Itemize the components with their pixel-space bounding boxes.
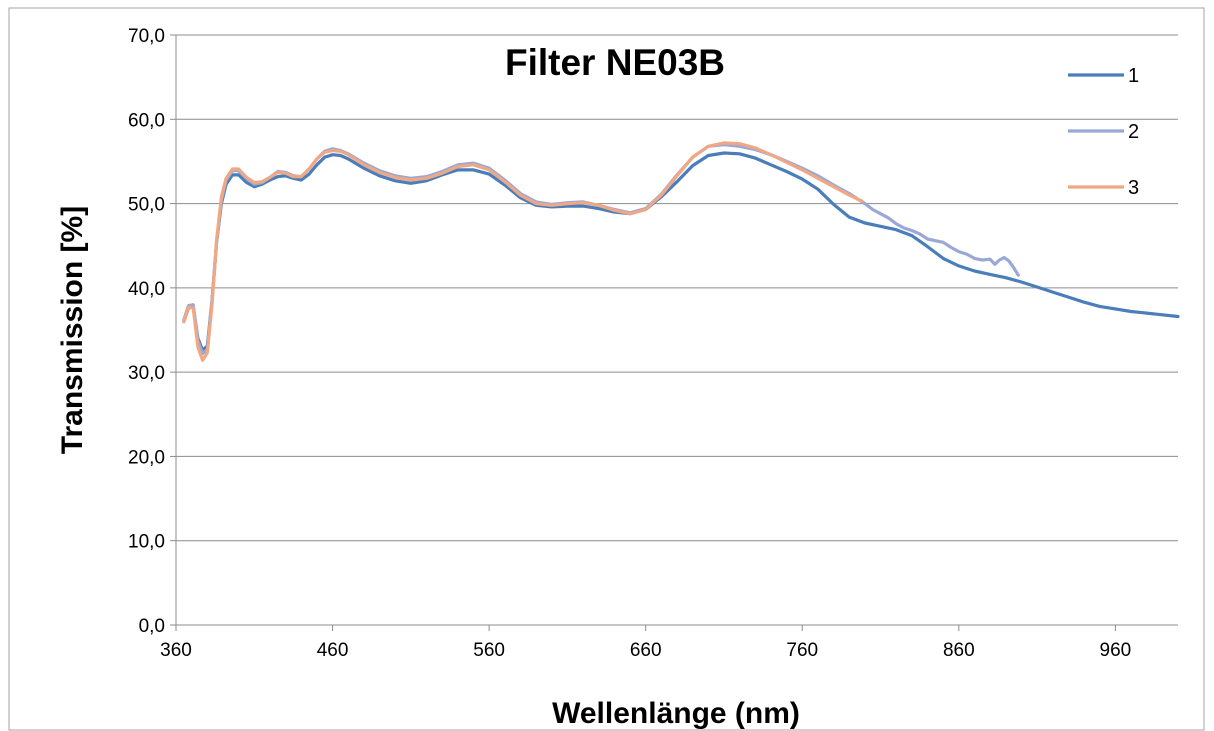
chart-border (8, 7, 1205, 731)
chart-title: Filter NE03B (505, 42, 725, 83)
y-axis-ticks: 0,0 10,0 20,0 30,0 40,0 50,0 60,0 70,0 (128, 26, 176, 637)
x-tick-label-0: 360 (160, 640, 192, 661)
y-tick-label-5: 50,0 (128, 195, 165, 216)
legend-label-2: 2 (1128, 121, 1139, 143)
y-tick-label-0: 0,0 (139, 616, 165, 637)
series-line-3 (182, 141, 864, 362)
y-axis-title: Transmission [%] (56, 206, 89, 454)
axes (175, 35, 1178, 626)
legend-label-3: 3 (1128, 177, 1139, 199)
x-tick-label-1: 460 (317, 640, 349, 661)
y-tick-label-1: 10,0 (128, 532, 165, 553)
x-axis-title: Wellenlänge (nm) (552, 697, 800, 730)
legend-label-1: 1 (1128, 65, 1139, 87)
plot-area (182, 141, 1180, 362)
y-tick-label-3: 30,0 (128, 363, 165, 384)
x-tick-label-3: 660 (630, 640, 662, 661)
y-tick-label-7: 70,0 (128, 26, 165, 47)
series-line-1 (182, 151, 1180, 352)
x-tick-label-6: 960 (1100, 640, 1132, 661)
x-tick-label-5: 860 (943, 640, 975, 661)
y-tick-label-6: 60,0 (128, 110, 165, 131)
gridlines (176, 34, 1178, 542)
x-axis-ticks: 360 460 560 660 760 860 960 (160, 625, 1131, 661)
y-tick-label-4: 40,0 (128, 279, 165, 300)
legend: 1 2 3 (1068, 65, 1139, 199)
x-tick-label-2: 560 (473, 640, 505, 661)
y-tick-label-2: 20,0 (128, 447, 165, 468)
x-tick-label-4: 760 (786, 640, 818, 661)
